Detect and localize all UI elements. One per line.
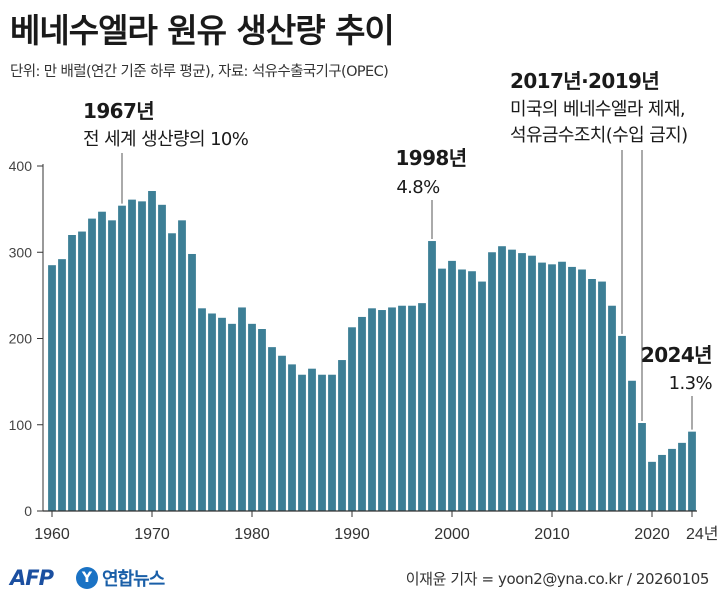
annotation-1998-label: 1998년 — [395, 146, 466, 170]
bar-2009 — [538, 262, 546, 511]
bar-2018 — [628, 380, 636, 511]
bar-1989 — [338, 360, 346, 511]
bar-1982 — [268, 347, 276, 512]
bar-1965 — [98, 211, 106, 511]
bar-2024 — [688, 431, 696, 511]
y-tick-label: 300 — [9, 244, 33, 260]
x-tick-label: 2000 — [434, 526, 470, 543]
annotation-2017-2019-note-line2: 석유금수조치(수입 금지) — [510, 125, 688, 146]
y-tick-label: 100 — [9, 417, 33, 433]
yonhap-logo: Y 연합뉴스 — [76, 566, 165, 590]
bar-1980 — [248, 323, 256, 511]
bar-2005 — [498, 246, 506, 511]
bar-2023 — [678, 442, 686, 511]
bar-1983 — [278, 355, 286, 511]
bar-1985 — [298, 374, 306, 511]
bar-2016 — [608, 305, 616, 511]
bar-1993 — [378, 310, 386, 511]
bar-2000 — [448, 260, 456, 512]
bar-1988 — [328, 374, 336, 511]
bar-1999 — [438, 268, 446, 511]
x-tick-label: 1980 — [234, 526, 270, 543]
bar-2022 — [668, 448, 676, 511]
bar-1987 — [318, 374, 326, 511]
bar-2017 — [618, 335, 626, 511]
bar-1972 — [168, 233, 176, 511]
bar-2019 — [638, 423, 646, 511]
bar-1992 — [368, 308, 376, 511]
bar-2020 — [648, 461, 656, 511]
bar-2011 — [558, 261, 566, 511]
x-tick-label: 1970 — [134, 526, 170, 543]
bar-1984 — [288, 364, 296, 512]
annotation-2024-note: 1.3% — [669, 373, 713, 394]
afp-logo: AFP — [10, 566, 54, 590]
bar-2004 — [488, 252, 496, 511]
bar-2010 — [548, 264, 556, 511]
x-tick-label: 2010 — [534, 526, 570, 543]
yonhap-logo-text: 연합뉴스 — [102, 569, 165, 590]
x-tick-label: 1990 — [334, 526, 370, 543]
x-tick-label: 2020 — [634, 526, 670, 543]
bar-1998 — [428, 241, 436, 512]
bar-1963 — [78, 231, 86, 512]
bar-2003 — [478, 281, 486, 511]
bar-1997 — [418, 303, 426, 511]
bar-1971 — [158, 204, 166, 511]
bar-1981 — [258, 329, 266, 511]
bar-1994 — [388, 307, 396, 511]
bar-1969 — [138, 201, 146, 512]
bar-2021 — [658, 454, 666, 511]
bar-1964 — [88, 218, 96, 512]
y-tick-label: 0 — [24, 503, 32, 519]
bar-1990 — [348, 327, 356, 511]
bar-1973 — [178, 220, 186, 511]
y-tick-label: 400 — [9, 158, 33, 174]
bar-1970 — [148, 191, 156, 511]
yonhap-emblem-icon: Y — [76, 567, 98, 589]
chart-subtitle: 단위: 만 배럴(연간 기준 하루 평균), 자료: 석유수출국기구(OPEC) — [10, 64, 389, 80]
annotation-1967-label: 1967년 — [83, 99, 154, 123]
credit-line: 이재윤 기자 = yoon2@yna.co.kr / 20260105 — [405, 570, 710, 588]
x-tick-label: 1960 — [34, 526, 70, 543]
bar-1995 — [398, 305, 406, 511]
bar-1962 — [68, 235, 76, 511]
bar-1977 — [218, 317, 226, 511]
bar-2007 — [518, 253, 526, 512]
bar-1967 — [118, 205, 126, 511]
bar-1974 — [188, 253, 196, 512]
annotation-1967-note: 전 세계 생산량의 10% — [83, 129, 249, 150]
x-axis: 1960 1970 1980 1990 2000 2010 2020 24년 — [34, 510, 719, 543]
annotation-2017-2019-note-line1: 미국의 베네수엘라 제재, — [510, 99, 685, 120]
bar-1966 — [108, 220, 116, 511]
y-axis: 0 100 200 300 400 — [9, 158, 44, 519]
bar-1960 — [48, 265, 56, 511]
bar-1976 — [208, 313, 216, 511]
bar-1961 — [58, 259, 66, 511]
bar-1979 — [238, 307, 246, 511]
bar-1986 — [308, 368, 316, 511]
bar-2012 — [568, 266, 576, 511]
x-tick-label: 24년 — [686, 525, 719, 543]
bar-1968 — [128, 199, 136, 511]
bar-2001 — [458, 269, 466, 511]
bar-2015 — [598, 281, 606, 511]
annotation-2017-2019-label: 2017년·2019년 — [510, 69, 659, 93]
bar-1975 — [198, 308, 206, 511]
bar-series — [48, 191, 696, 512]
bar-1978 — [228, 323, 236, 511]
annotation-1998-note: 4.8% — [396, 177, 440, 198]
annotation-2024-label: 2024년 — [641, 343, 712, 367]
bar-1991 — [358, 316, 366, 511]
bar-2008 — [528, 255, 536, 511]
bar-2013 — [578, 269, 586, 511]
y-tick-label: 200 — [9, 331, 33, 347]
chart-title: 베네수엘라 원유 생산량 추이 — [10, 11, 395, 50]
bar-2006 — [508, 249, 516, 511]
bar-1996 — [408, 305, 416, 511]
bar-2014 — [588, 278, 596, 511]
bar-2002 — [468, 271, 476, 511]
